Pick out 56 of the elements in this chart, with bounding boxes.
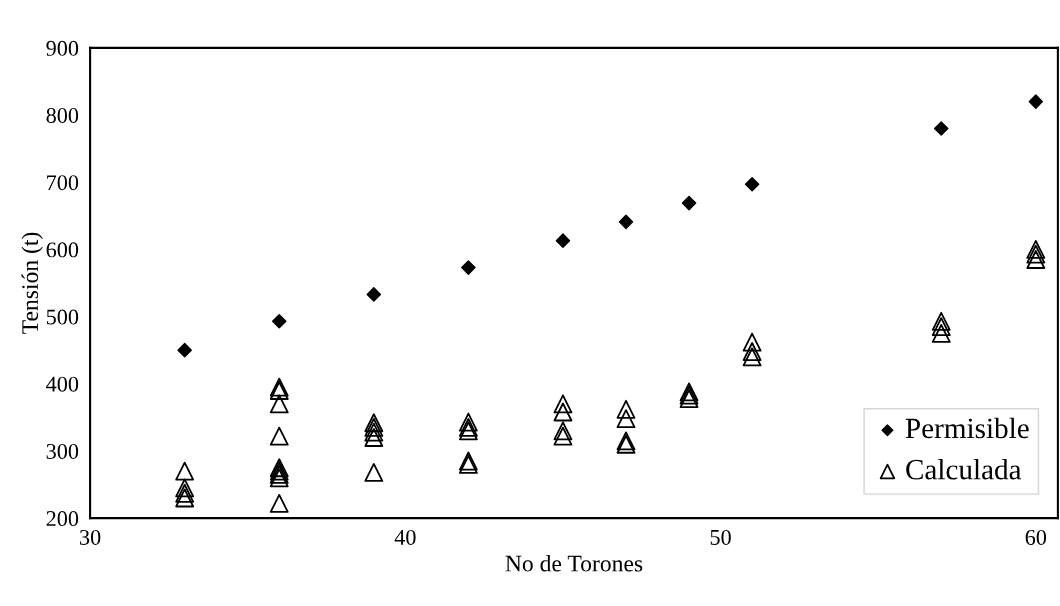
point bbox=[931, 317, 951, 337]
point bbox=[364, 418, 384, 437]
x-axis-title: No de Torones bbox=[505, 554, 643, 572]
point bbox=[618, 214, 634, 230]
point bbox=[175, 488, 195, 508]
point bbox=[933, 121, 949, 136]
point bbox=[269, 394, 289, 414]
legend-label: Permisible bbox=[905, 417, 1029, 439]
legend-label: Calculada bbox=[906, 458, 1022, 480]
y-tick-label: 400 bbox=[46, 376, 79, 392]
point bbox=[269, 493, 289, 513]
point bbox=[175, 483, 195, 503]
point bbox=[175, 461, 195, 481]
point bbox=[616, 399, 636, 419]
y-tick-label: 300 bbox=[46, 443, 79, 459]
point bbox=[458, 421, 478, 441]
point bbox=[553, 426, 573, 446]
point bbox=[931, 323, 951, 343]
point bbox=[1026, 250, 1046, 269]
y-tick-label: 700 bbox=[47, 175, 79, 191]
point bbox=[555, 233, 571, 248]
point bbox=[364, 463, 384, 482]
point bbox=[553, 421, 573, 441]
point bbox=[364, 428, 384, 447]
point bbox=[175, 478, 195, 498]
point bbox=[366, 287, 382, 302]
point bbox=[1026, 244, 1046, 264]
point bbox=[458, 412, 478, 432]
point bbox=[364, 422, 384, 442]
y-tick-label: 800 bbox=[46, 107, 79, 123]
point bbox=[742, 342, 762, 361]
point bbox=[742, 332, 762, 352]
point bbox=[1026, 240, 1046, 259]
y-tick-label: 500 bbox=[46, 309, 79, 325]
point bbox=[553, 402, 573, 422]
x-tick-label: 50 bbox=[710, 529, 731, 545]
point bbox=[271, 314, 287, 329]
point bbox=[931, 311, 951, 331]
point bbox=[744, 176, 760, 192]
point bbox=[553, 394, 573, 414]
y-tick-label: 600 bbox=[46, 242, 79, 258]
point bbox=[177, 342, 192, 358]
point bbox=[681, 195, 697, 211]
point bbox=[742, 347, 762, 367]
y-tick-label: 900 bbox=[46, 40, 79, 56]
point bbox=[1028, 94, 1044, 109]
x-tick-label: 40 bbox=[394, 529, 416, 545]
point bbox=[269, 426, 289, 446]
x-tick-label: 30 bbox=[80, 529, 101, 545]
point bbox=[364, 413, 384, 433]
y-tick-label: 200 bbox=[46, 511, 79, 527]
point bbox=[458, 418, 478, 437]
x-tick-label: 60 bbox=[1025, 529, 1047, 545]
point bbox=[616, 409, 636, 429]
point bbox=[461, 260, 476, 275]
y-axis-title: Tensión (t) bbox=[21, 232, 43, 334]
